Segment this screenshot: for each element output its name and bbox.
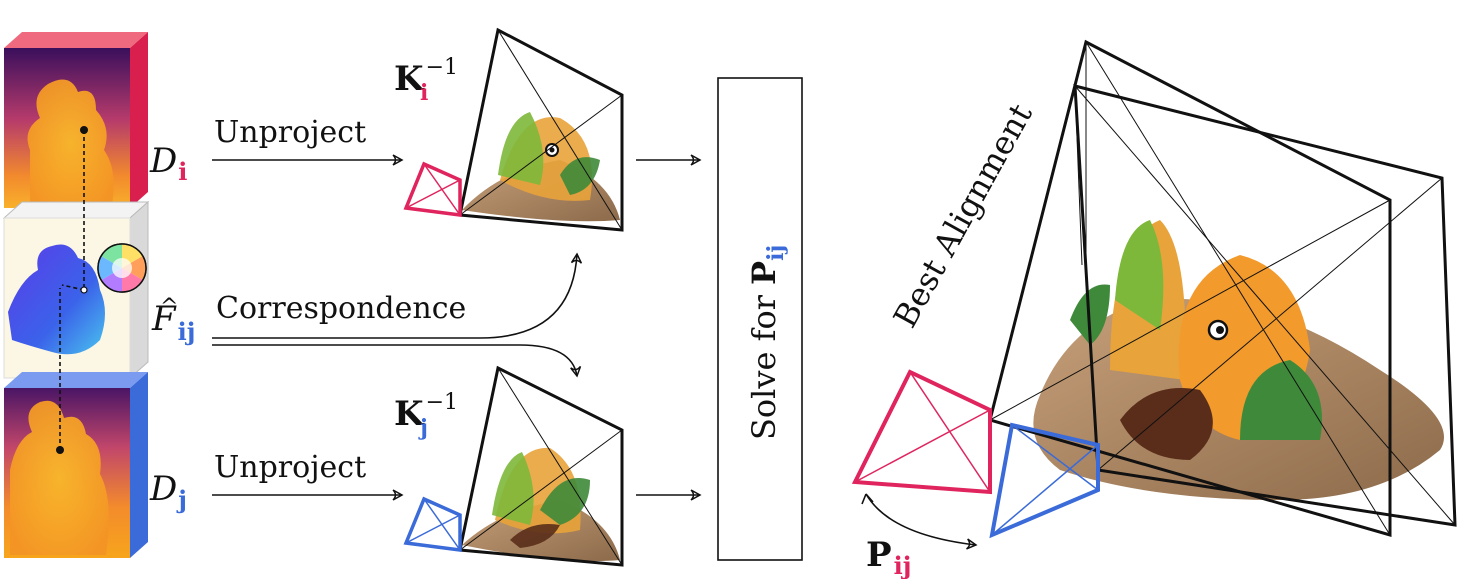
best-alignment-label: Best Alignment bbox=[886, 97, 1040, 334]
correspondence-arrow-up bbox=[212, 252, 583, 339]
svg-text:Fij: Fij bbox=[151, 299, 195, 346]
point-cloud-i bbox=[462, 112, 620, 222]
aligned-point-cloud bbox=[1033, 220, 1444, 500]
depth-i-label: Di bbox=[149, 141, 187, 186]
frustum-j bbox=[403, 365, 624, 567]
solver-box: Solve forPij bbox=[717, 77, 803, 561]
flow-ij-label: ^ Fij bbox=[151, 295, 195, 346]
correspondence-label: Correspondence bbox=[216, 291, 466, 326]
svg-text:^: ^ bbox=[160, 295, 178, 320]
depth-j-label: Dj bbox=[149, 469, 187, 514]
depth-map-j bbox=[4, 372, 148, 558]
unproject-top-label: Unproject bbox=[214, 115, 366, 150]
pose-arrow bbox=[865, 493, 978, 550]
svg-text:Solve forPij: Solve forPij bbox=[745, 245, 789, 440]
unproject-bottom-label: Unproject bbox=[214, 450, 366, 485]
kinv-j-label: K−1 j bbox=[394, 390, 458, 441]
correspondence-arrow-down bbox=[212, 344, 582, 378]
depth-map-i bbox=[4, 32, 148, 208]
color-wheel-icon bbox=[97, 243, 147, 293]
kinv-i-label: K−1 i bbox=[394, 55, 458, 106]
pose-ij-label: Pij bbox=[866, 535, 911, 579]
correspondence-trace bbox=[56, 126, 88, 454]
frustum-i bbox=[403, 27, 624, 232]
point-cloud-j bbox=[462, 447, 620, 561]
best-alignment-frustums bbox=[851, 39, 1457, 539]
